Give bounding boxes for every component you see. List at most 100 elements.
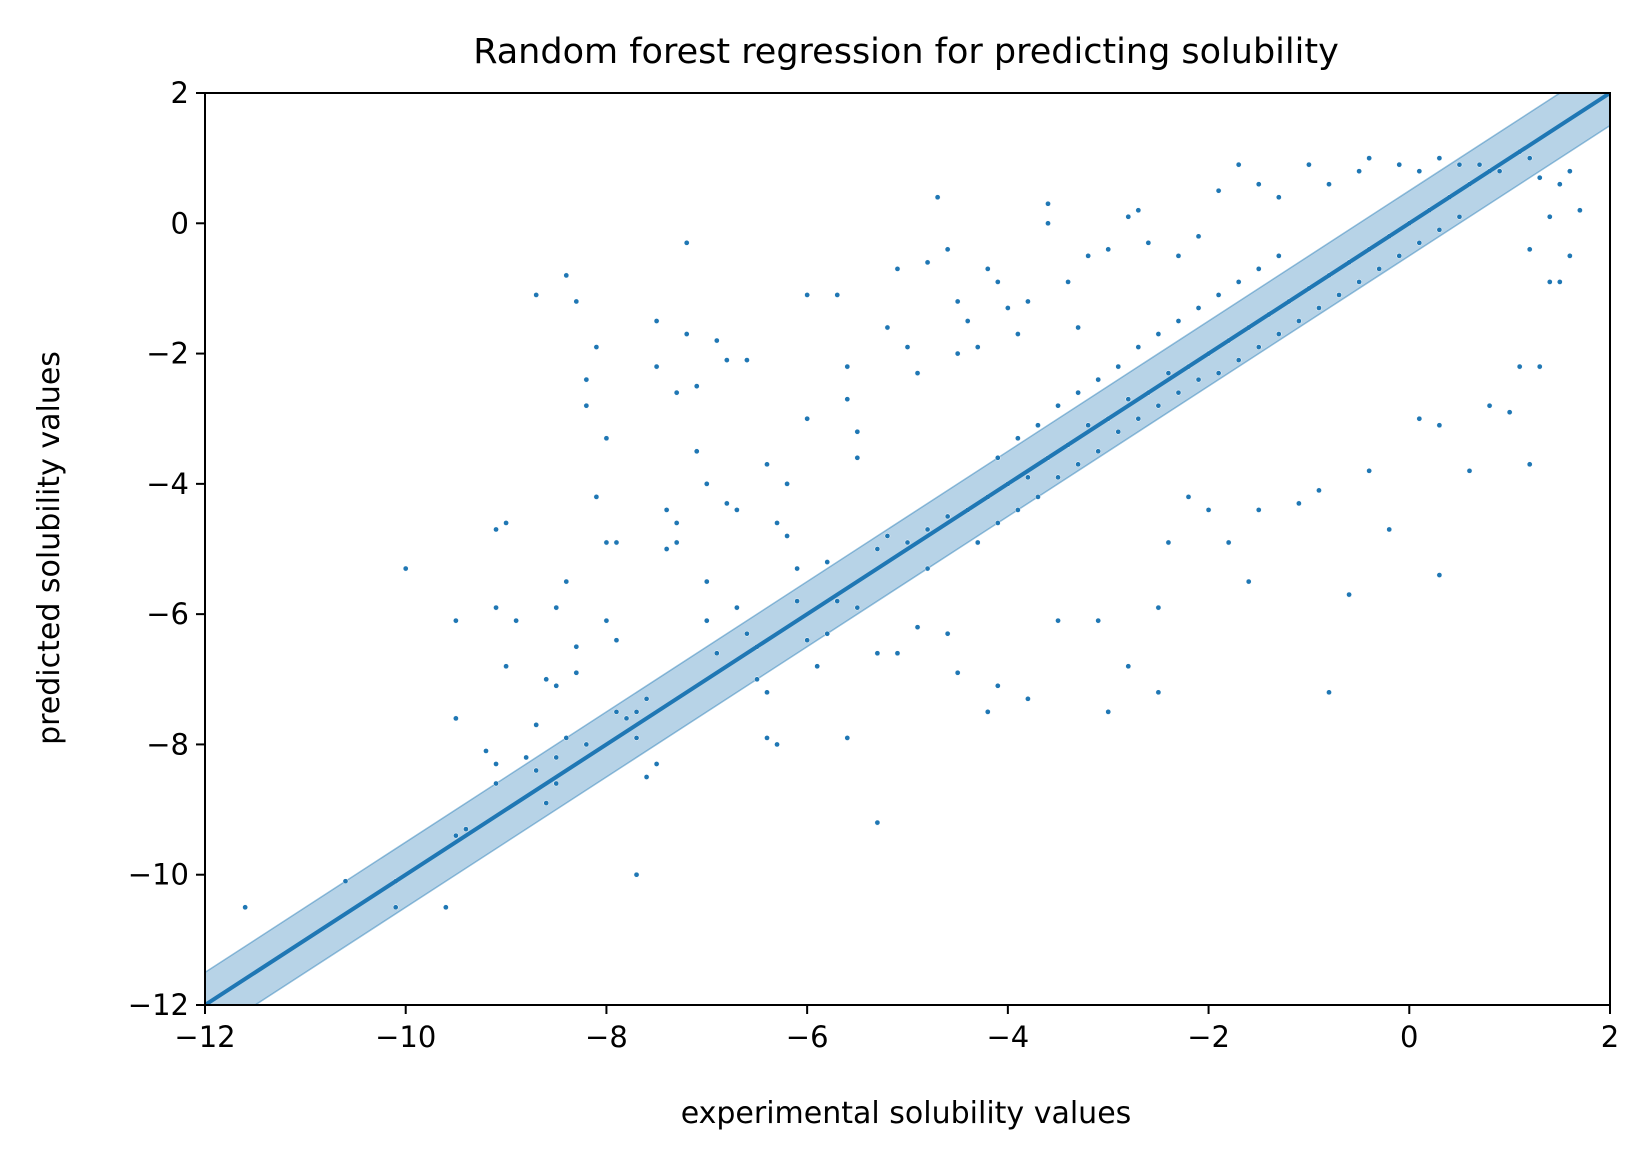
x-tick-label: −6 bbox=[786, 1020, 829, 1054]
scatter-point bbox=[1195, 233, 1202, 240]
scatter-point bbox=[1195, 305, 1202, 311]
scatter-point bbox=[443, 904, 449, 911]
scatter-point bbox=[1577, 207, 1583, 214]
scatter-point bbox=[623, 715, 630, 722]
y-tick-label: 0 bbox=[171, 206, 189, 240]
scatter-point bbox=[1105, 709, 1112, 715]
scatter-point bbox=[1015, 331, 1021, 337]
scatter-point bbox=[1055, 474, 1061, 481]
scatter-point bbox=[663, 546, 670, 552]
scatter-points bbox=[242, 148, 1583, 911]
scatter-point bbox=[653, 363, 660, 370]
scatter-point bbox=[1326, 689, 1332, 696]
scatter-point bbox=[1416, 415, 1423, 422]
scatter-point bbox=[1376, 266, 1383, 272]
scatter-point bbox=[633, 735, 640, 741]
scatter-point bbox=[1356, 279, 1362, 285]
band-lower-edge bbox=[253, 124, 1610, 1005]
scatter-point bbox=[1035, 422, 1041, 429]
scatter-point bbox=[573, 669, 580, 676]
chart-title: Random forest regression for predicting … bbox=[473, 32, 1339, 72]
scatter-point bbox=[1556, 279, 1563, 285]
axes: −12 −10 −8 −6 −4 −2 0 2 −12 −10 −8 −6 −4 −2 0 2 bbox=[128, 76, 1619, 1054]
scatter-point bbox=[613, 709, 620, 715]
scatter-point bbox=[1526, 155, 1533, 161]
scatter-point bbox=[663, 507, 670, 513]
scatter-point bbox=[944, 246, 951, 253]
scatter-point bbox=[1275, 331, 1282, 337]
scatter-point bbox=[894, 266, 901, 272]
y-tick-label: −8 bbox=[146, 727, 189, 761]
scatter-point bbox=[764, 735, 770, 741]
scatter-point bbox=[834, 292, 841, 298]
scatter-point bbox=[1125, 213, 1132, 220]
scatter-point bbox=[984, 709, 991, 715]
scatter-point bbox=[844, 396, 851, 403]
scatter-point bbox=[453, 715, 459, 722]
scatter-point bbox=[1155, 689, 1162, 696]
scatter-point bbox=[523, 754, 529, 761]
scatter-point bbox=[653, 761, 660, 767]
scatter-point bbox=[884, 533, 891, 539]
scatter-point bbox=[703, 578, 710, 585]
scatter-point bbox=[463, 826, 469, 832]
scatter-point bbox=[483, 748, 489, 754]
scatter-point bbox=[533, 292, 540, 298]
scatter-point bbox=[683, 239, 690, 246]
scatter-point bbox=[1526, 246, 1533, 253]
scatter-point bbox=[242, 904, 248, 911]
scatter-point bbox=[1436, 422, 1443, 429]
scatter-point bbox=[673, 539, 680, 546]
scatter-point bbox=[894, 650, 901, 657]
scatter-point bbox=[1536, 363, 1543, 370]
scatter-point bbox=[1436, 226, 1443, 233]
scatter-point bbox=[453, 832, 459, 839]
scatter-point bbox=[553, 604, 560, 611]
scatter-point bbox=[784, 481, 790, 487]
x-tick-label: −12 bbox=[174, 1020, 235, 1054]
scatter-point bbox=[493, 604, 499, 611]
scatter-point bbox=[744, 357, 750, 363]
scatter-point bbox=[734, 507, 740, 513]
scatter-point bbox=[1436, 155, 1443, 161]
scatter-point bbox=[593, 344, 600, 350]
scatter-point bbox=[1396, 253, 1403, 259]
y-tick-label: −12 bbox=[128, 988, 189, 1022]
x-tick-label: −10 bbox=[375, 1020, 436, 1054]
scatter-point bbox=[794, 565, 800, 572]
scatter-point bbox=[392, 904, 399, 911]
scatter-point bbox=[1125, 663, 1132, 670]
y-tick-label: 2 bbox=[171, 76, 189, 110]
scatter-point bbox=[713, 337, 720, 344]
y-axis-label: predicted solubility values bbox=[32, 351, 67, 745]
scatter-point bbox=[1145, 239, 1152, 246]
scatter-point bbox=[1085, 422, 1091, 429]
scatter-point bbox=[1175, 253, 1182, 259]
scatter-point bbox=[643, 774, 650, 780]
scatter-point bbox=[583, 376, 590, 383]
scatter-point bbox=[1135, 415, 1142, 422]
scatter-point bbox=[1275, 253, 1282, 259]
x-tick-label: −4 bbox=[986, 1020, 1029, 1054]
scatter-point bbox=[1316, 487, 1322, 494]
x-tick-label: −2 bbox=[1187, 1020, 1230, 1054]
scatter-point bbox=[944, 513, 951, 520]
axes-frame bbox=[204, 92, 1611, 1006]
scatter-point bbox=[1436, 572, 1443, 578]
scatter-point bbox=[1115, 428, 1122, 435]
scatter-point bbox=[1346, 591, 1352, 598]
scatter-point bbox=[1567, 253, 1573, 259]
scatter-point bbox=[744, 630, 750, 637]
scatter-point bbox=[1165, 370, 1172, 376]
scatter-point bbox=[1316, 305, 1322, 311]
x-tick-label: −8 bbox=[585, 1020, 628, 1054]
scatter-point bbox=[1155, 402, 1162, 409]
scatter-point bbox=[1235, 357, 1242, 363]
scatter-point bbox=[1035, 494, 1041, 500]
scatter-point bbox=[1536, 174, 1543, 181]
scatter-point bbox=[1306, 161, 1312, 168]
scatter-point bbox=[874, 650, 881, 657]
scatter-point bbox=[914, 624, 921, 631]
